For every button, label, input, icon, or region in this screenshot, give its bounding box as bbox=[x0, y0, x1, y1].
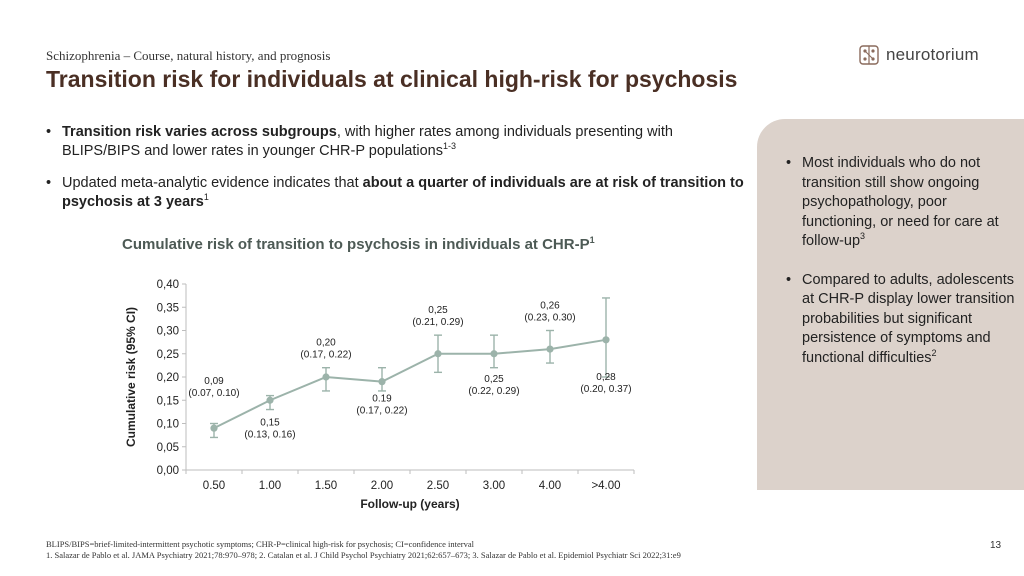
data-label-value: 0,15 bbox=[260, 418, 280, 429]
section-label: Schizophrenia – Course, natural history,… bbox=[46, 48, 331, 63]
side-panel-item: • Most individuals who do not transition… bbox=[786, 154, 1018, 252]
data-label-ci: (0.17, 0.22) bbox=[356, 406, 407, 417]
bullet-marker: • bbox=[46, 175, 52, 191]
y-tick-label: 0,20 bbox=[157, 372, 179, 384]
side-panel-item: • Compared to adults, adolescents at CHR… bbox=[786, 271, 1018, 369]
data-label-value: 0,25 bbox=[428, 305, 448, 316]
data-label-value: 0,26 bbox=[540, 301, 560, 312]
data-label-ci: (0.07, 0.10) bbox=[188, 388, 239, 399]
data-point bbox=[322, 373, 330, 381]
y-tick-label: 0,15 bbox=[157, 395, 179, 407]
bullet-list: • Transition risk varies across subgroup… bbox=[46, 123, 746, 225]
series-line bbox=[213, 338, 607, 430]
data-label-ci: (0.20, 0.37) bbox=[580, 384, 631, 395]
side-panel bbox=[757, 119, 1024, 490]
x-tick-label: 4.00 bbox=[539, 480, 561, 492]
y-tick-label: 0,00 bbox=[157, 465, 179, 477]
data-point bbox=[546, 345, 554, 353]
bullet-text: Transition risk varies across subgroups,… bbox=[62, 124, 673, 159]
bullet-marker: • bbox=[46, 124, 52, 140]
data-point bbox=[266, 396, 274, 404]
data-label-ci: (0.17, 0.22) bbox=[300, 350, 351, 361]
y-tick-label: 0,05 bbox=[157, 442, 179, 454]
x-tick-label: 1.50 bbox=[315, 480, 337, 492]
data-point bbox=[490, 350, 498, 358]
page-number: 13 bbox=[990, 540, 1002, 551]
bullet-text: Updated meta-analytic evidence indicates… bbox=[62, 175, 744, 210]
x-tick-label: 3.00 bbox=[483, 480, 505, 492]
x-tick-label: 2.00 bbox=[371, 480, 393, 492]
side-panel-list: • Most individuals who do not transition… bbox=[786, 154, 1018, 387]
data-point bbox=[378, 378, 386, 386]
data-label-value: 0.19 bbox=[372, 394, 392, 405]
data-point bbox=[210, 424, 218, 432]
bullet-marker: • bbox=[786, 271, 792, 288]
data-label-value: 0,25 bbox=[484, 374, 504, 385]
y-tick-label: 0,25 bbox=[157, 349, 179, 361]
data-point bbox=[434, 350, 442, 358]
x-tick-label: 1.00 bbox=[259, 480, 281, 492]
bullet-item: • Updated meta-analytic evidence indicat… bbox=[46, 174, 746, 212]
x-axis-label: Follow-up (years) bbox=[360, 497, 459, 511]
y-tick-label: 0,10 bbox=[157, 419, 179, 431]
brain-network-icon bbox=[859, 45, 879, 65]
y-axis-label: Cumulative risk (95% CI) bbox=[124, 307, 138, 447]
y-tick-label: 0,40 bbox=[157, 279, 179, 291]
logo: neurotorium bbox=[858, 44, 979, 66]
data-label-value: 0,28 bbox=[596, 372, 616, 383]
data-label-value: 0,09 bbox=[204, 376, 224, 387]
x-tick-label: >4.00 bbox=[591, 480, 620, 492]
bullet-item: • Transition risk varies across subgroup… bbox=[46, 123, 746, 161]
x-tick-label: 0.50 bbox=[203, 480, 225, 492]
page-title: Transition risk for individuals at clini… bbox=[46, 66, 738, 92]
references-footnote: 1. Salazar de Pablo et al. JAMA Psychiat… bbox=[46, 550, 681, 560]
x-tick-label: 2.50 bbox=[427, 480, 449, 492]
side-panel-text: Compared to adults, adolescents at CHR-P… bbox=[802, 271, 1015, 366]
data-label-ci: (0.22, 0.29) bbox=[468, 386, 519, 397]
abbreviations-footnote: BLIPS/BIPS=brief-limited-intermittent ps… bbox=[46, 539, 474, 549]
data-label-value: 0,20 bbox=[316, 338, 336, 349]
side-panel-text: Most individuals who do not transition s… bbox=[802, 155, 999, 249]
data-point bbox=[602, 336, 610, 344]
footnotes: BLIPS/BIPS=brief-limited-intermittent ps… bbox=[46, 539, 681, 561]
data-label-ci: (0.13, 0.16) bbox=[244, 430, 295, 441]
bullet-marker: • bbox=[786, 155, 792, 171]
data-label-ci: (0.21, 0.29) bbox=[412, 317, 463, 328]
y-tick-label: 0,35 bbox=[157, 302, 179, 314]
chart-title: Cumulative risk of transition to psychos… bbox=[122, 235, 595, 254]
y-tick-label: 0,30 bbox=[157, 326, 179, 338]
logo-text: neurotorium bbox=[886, 45, 979, 64]
data-label-ci: (0.23, 0.30) bbox=[524, 313, 575, 324]
